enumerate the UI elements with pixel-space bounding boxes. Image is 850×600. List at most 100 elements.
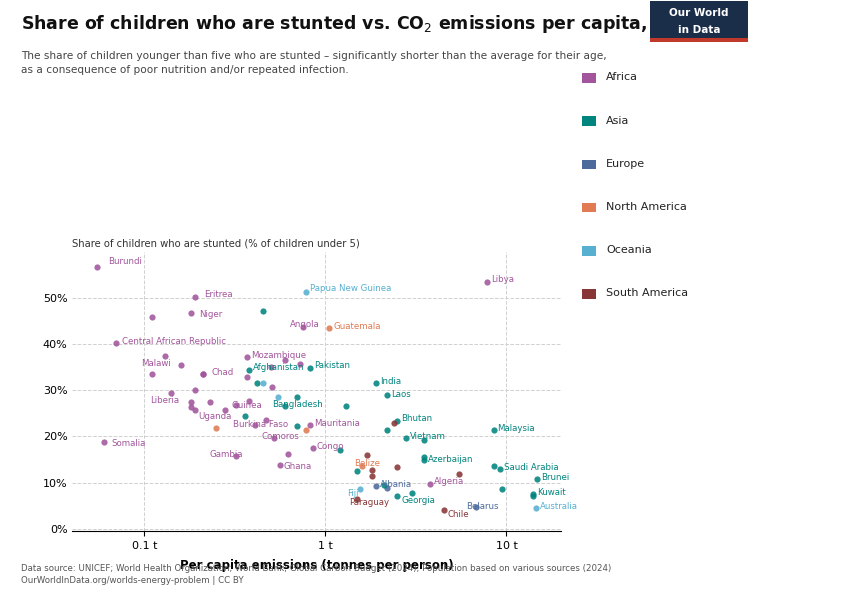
Point bbox=[306, 443, 320, 453]
Point bbox=[296, 322, 309, 332]
Text: Laos: Laos bbox=[391, 389, 411, 398]
Point bbox=[256, 307, 269, 316]
Point bbox=[267, 434, 280, 443]
Text: Liberia: Liberia bbox=[150, 396, 179, 405]
Point bbox=[229, 400, 242, 409]
Point bbox=[145, 370, 159, 379]
Point bbox=[174, 360, 188, 370]
Point bbox=[353, 484, 366, 494]
Point bbox=[437, 505, 451, 515]
X-axis label: Per capita emissions (tonnes per person): Per capita emissions (tonnes per person) bbox=[180, 559, 453, 572]
Point bbox=[487, 425, 501, 434]
Point bbox=[272, 392, 286, 402]
Point bbox=[496, 485, 509, 494]
Text: Share of children who are stunted (% of children under 5): Share of children who are stunted (% of … bbox=[72, 239, 360, 249]
Point bbox=[188, 292, 201, 302]
Text: Guatemala: Guatemala bbox=[333, 322, 381, 331]
Point bbox=[381, 425, 394, 434]
Point bbox=[184, 397, 197, 407]
Point bbox=[355, 461, 369, 471]
Text: Asia: Asia bbox=[606, 116, 629, 125]
Text: Niger: Niger bbox=[200, 310, 223, 319]
Point bbox=[145, 313, 159, 322]
Point bbox=[350, 466, 364, 476]
Point bbox=[365, 471, 378, 481]
Text: Somalia: Somalia bbox=[111, 439, 146, 448]
Text: Africa: Africa bbox=[606, 73, 638, 82]
Point bbox=[303, 363, 316, 373]
Text: Chile: Chile bbox=[448, 511, 469, 520]
Text: The share of children younger than five who are stunted – significantly shorter : The share of children younger than five … bbox=[21, 51, 607, 75]
Point bbox=[158, 351, 172, 361]
Point bbox=[291, 421, 304, 431]
Text: Bangladesh: Bangladesh bbox=[273, 400, 323, 409]
Text: Paraguay: Paraguay bbox=[349, 499, 389, 508]
Point bbox=[259, 416, 273, 425]
Point bbox=[369, 481, 382, 491]
Text: Fiji: Fiji bbox=[347, 488, 359, 497]
Text: Guinea: Guinea bbox=[232, 401, 263, 410]
Text: Malaysia: Malaysia bbox=[497, 424, 536, 433]
Point bbox=[188, 386, 201, 395]
Point bbox=[90, 262, 104, 272]
Point bbox=[281, 449, 295, 458]
Point bbox=[391, 416, 405, 425]
Text: Papua New Guinea: Papua New Guinea bbox=[309, 284, 391, 293]
Point bbox=[405, 488, 418, 497]
Point bbox=[469, 503, 483, 512]
Text: Mauritania: Mauritania bbox=[314, 419, 360, 428]
Text: Libya: Libya bbox=[490, 275, 513, 284]
Point bbox=[381, 483, 394, 493]
Point bbox=[218, 405, 232, 415]
Point bbox=[530, 474, 544, 484]
Point bbox=[299, 425, 313, 434]
Text: Saudi Arabia: Saudi Arabia bbox=[504, 463, 558, 472]
Point bbox=[164, 388, 178, 397]
Text: Malawi: Malawi bbox=[141, 359, 171, 368]
Point bbox=[493, 464, 507, 473]
Point bbox=[381, 391, 394, 400]
Point bbox=[526, 490, 540, 499]
Text: Uganda: Uganda bbox=[199, 412, 232, 421]
Text: Afghanistan: Afghanistan bbox=[253, 363, 304, 372]
Text: Burundi: Burundi bbox=[108, 257, 142, 266]
Text: Burkina Faso: Burkina Faso bbox=[233, 419, 288, 428]
Text: Algeria: Algeria bbox=[434, 477, 464, 486]
Text: Vietnam: Vietnam bbox=[411, 433, 446, 442]
Text: Angola: Angola bbox=[290, 320, 320, 329]
Text: Azerbaijan: Azerbaijan bbox=[428, 455, 473, 464]
Point bbox=[248, 421, 262, 430]
Point bbox=[299, 287, 313, 296]
Point bbox=[333, 445, 347, 455]
Point bbox=[423, 479, 437, 488]
Text: Mozambique: Mozambique bbox=[251, 351, 306, 360]
Point bbox=[339, 401, 353, 411]
Point bbox=[292, 359, 306, 368]
Text: Ghana: Ghana bbox=[284, 462, 312, 471]
Point bbox=[242, 365, 256, 374]
Text: Bhutan: Bhutan bbox=[401, 415, 433, 424]
Text: Chad: Chad bbox=[212, 368, 234, 377]
Text: Oceania: Oceania bbox=[606, 245, 652, 255]
Point bbox=[400, 434, 413, 443]
Text: Eritrea: Eritrea bbox=[204, 290, 232, 299]
Text: India: India bbox=[380, 377, 401, 386]
Text: Central African Republic: Central African Republic bbox=[122, 337, 226, 346]
Text: South America: South America bbox=[606, 289, 688, 298]
Point bbox=[391, 491, 405, 501]
Point bbox=[241, 372, 254, 382]
Text: Share of children who are stunted vs. CO$_2$ emissions per capita, 2022: Share of children who are stunted vs. CO… bbox=[21, 13, 702, 35]
Point bbox=[210, 423, 224, 433]
Point bbox=[369, 378, 382, 388]
Point bbox=[417, 435, 431, 445]
Text: North America: North America bbox=[606, 202, 687, 212]
Text: Comoros: Comoros bbox=[261, 432, 299, 441]
Point bbox=[251, 379, 264, 388]
Point bbox=[322, 323, 336, 333]
Point bbox=[360, 450, 374, 460]
Point bbox=[487, 461, 501, 471]
Point bbox=[291, 392, 304, 401]
Point bbox=[266, 382, 280, 391]
Point bbox=[365, 465, 378, 475]
Text: Data source: UNICEF; World Health Organization; World Bank; Global Carbon Budget: Data source: UNICEF; World Health Organi… bbox=[21, 564, 611, 585]
